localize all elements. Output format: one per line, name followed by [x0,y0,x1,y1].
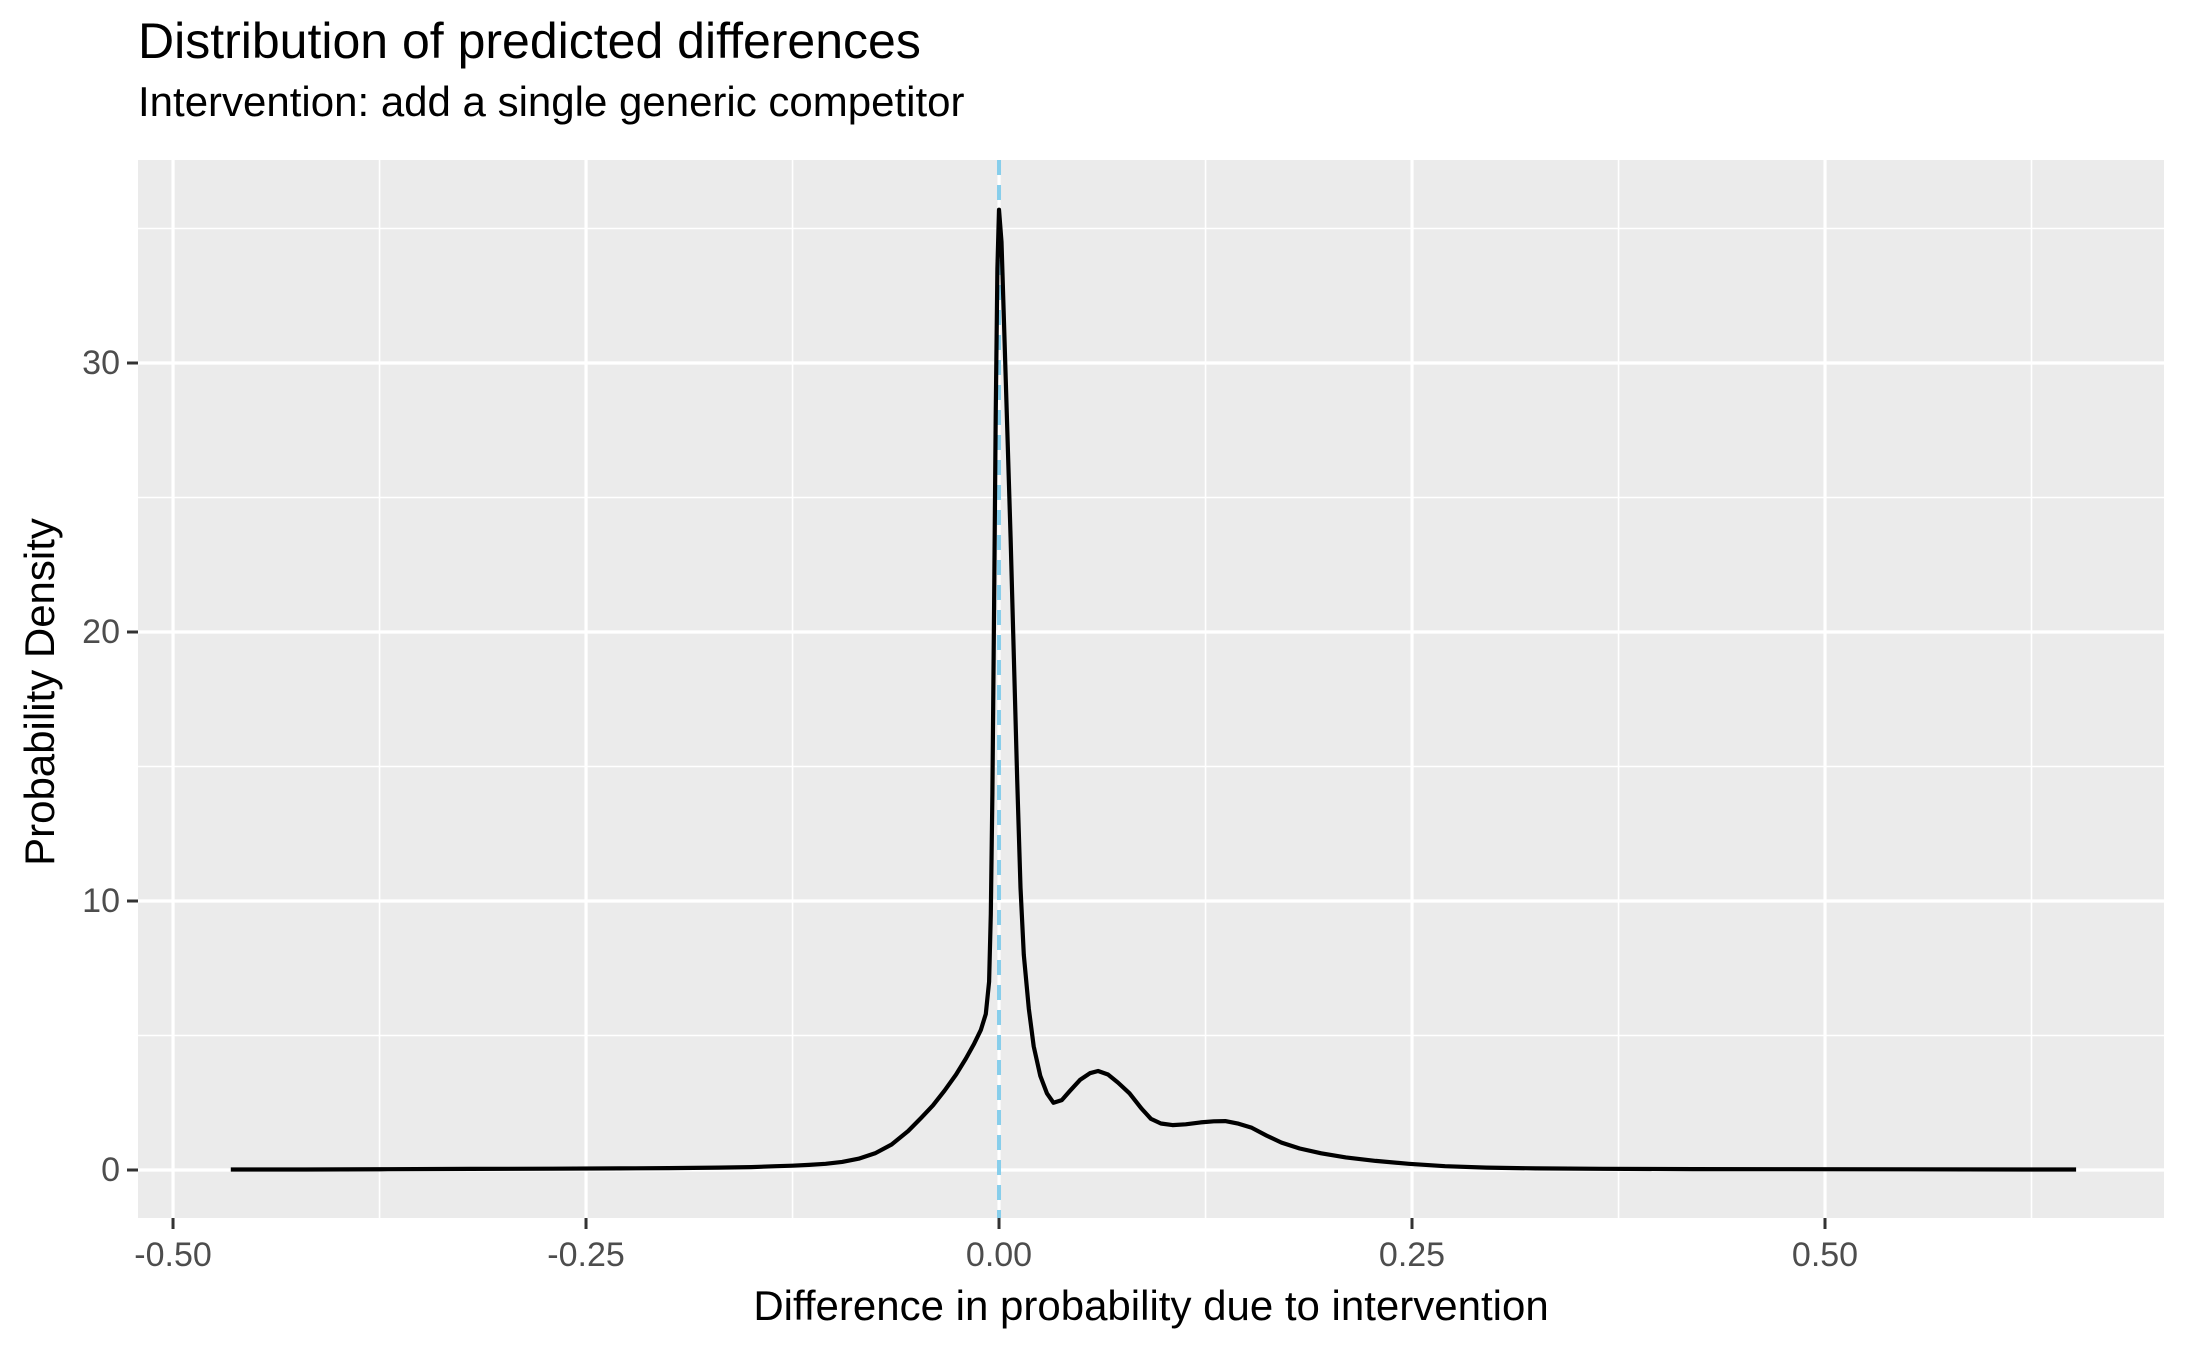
plot-title: Distribution of predicted differences [138,13,921,69]
y-tick-label: 10 [82,882,120,920]
x-tick-label: -0.50 [134,1236,212,1274]
y-tick-label: 30 [82,343,120,382]
y-tick-label: 20 [82,612,120,651]
density-curve [230,207,2077,1172]
y-tick-label: 0 [101,1151,120,1189]
y-axis-title: Probability Density [16,518,63,866]
x-axis-title: Difference in probability due to interve… [753,1282,1549,1329]
x-tick-label: 0.00 [965,1236,1033,1274]
x-tick-label: 0.25 [1378,1236,1446,1274]
panel-background [138,160,2164,1218]
plot-subtitle: Intervention: add a single generic compe… [138,78,965,125]
x-tick-label: -0.25 [547,1236,625,1274]
x-tick-label: 0.50 [1791,1236,1859,1274]
